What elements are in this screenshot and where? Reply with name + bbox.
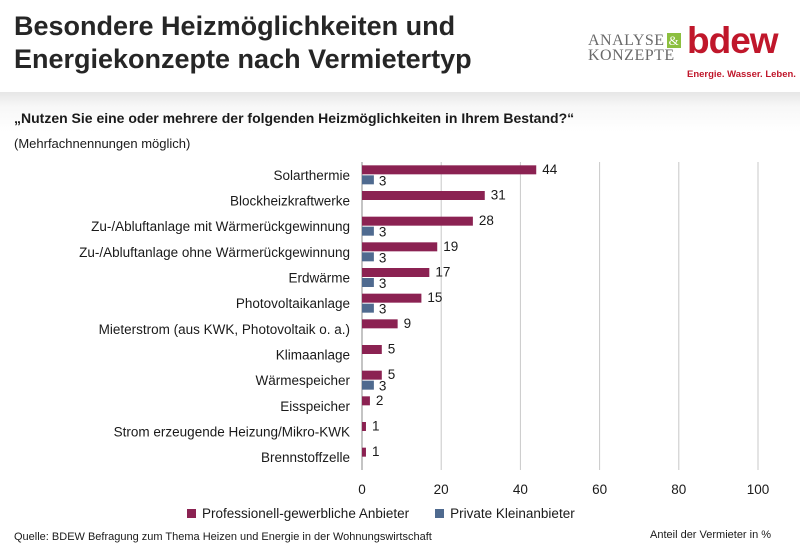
bar-professional [362,447,366,457]
logo-konzepte-text: KONZEPTE [588,47,675,64]
analyse-konzepte-logo: ANALYSE & KONZEPTE [588,32,682,64]
legend-label-private: Private Kleinanbieter [450,506,575,521]
category-label: Mieterstrom (aus KWK, Photovoltaik o. a.… [99,322,350,337]
chart-legend: Professionell-gewerbliche Anbieter Priva… [187,506,575,521]
legend-label-professional: Professionell-gewerbliche Anbieter [202,506,410,521]
unit-note: Anteil der Vermieter in % [650,529,772,541]
value-label-professional: 5 [388,342,396,357]
source-note: Quelle: BDEW Befragung zum Thema Heizen … [14,531,432,543]
value-label-professional: 2 [376,393,384,408]
category-label: Brennstoffzelle [261,450,350,465]
x-tick-label: 100 [747,482,770,497]
bar-private [362,380,374,390]
bar-professional [362,293,422,303]
category-label: Blockheizkraftwerke [230,194,350,209]
title-line-1: Besondere Heizmöglichkeiten und [14,11,456,41]
bar-professional [362,191,485,200]
category-label: Strom erzeugende Heizung/Mikro-KWK [114,425,350,440]
bar-professional [362,345,382,354]
survey-question: „Nutzen Sie eine oder mehrere der folgen… [14,110,575,126]
legend-swatch-professional [187,509,196,518]
value-label-private: 3 [379,173,387,188]
value-label-professional: 44 [542,162,558,177]
bar-professional [362,216,473,226]
category-label: Zu-/Abluftanlage ohne Wärmerückgewinnung [79,245,350,260]
bar-professional [362,422,366,431]
legend-item-private: Private Kleinanbieter [435,506,575,521]
bar-professional [362,396,370,406]
bar-private [362,175,374,185]
value-label-professional: 17 [435,265,450,280]
value-label-professional: 15 [427,290,442,305]
bdew-tagline: Energie. Wasser. Leben. [687,69,796,80]
x-tick-label: 80 [671,482,686,497]
title-line-2: Energiekonzepte nach Vermietertyp [14,44,472,74]
category-label: Erdwärme [288,271,350,286]
page-title: Besondere Heizmöglichkeiten und Energiek… [14,10,472,76]
bar-professional [362,242,438,252]
category-label: Wärmespeicher [255,373,350,388]
value-label-professional: 9 [404,316,412,331]
bdew-logo: bdew [687,20,779,61]
category-label: Solarthermie [273,168,350,183]
value-label-private: 3 [379,302,387,317]
bar-private [362,278,374,287]
bar-private [362,303,374,313]
value-label-professional: 1 [372,444,380,459]
category-label: Zu-/Abluftanlage mit Wärmerückgewinnung [91,219,350,234]
value-label-professional: 31 [491,188,506,203]
bar-professional [362,268,430,277]
x-tick-label: 20 [434,482,449,497]
logo-analyse-text: ANALYSE [588,32,665,49]
bar-private [362,252,374,262]
x-tick-label: 40 [513,482,528,497]
value-label-private: 3 [379,379,387,394]
category-label: Eisspeicher [280,399,350,414]
logo-ampersand: & [666,33,682,48]
value-label-private: 3 [379,250,387,265]
legend-swatch-private [435,509,445,518]
bar-professional [362,165,537,175]
bar-private [362,226,374,236]
x-tick-label: 60 [592,482,607,497]
value-label-professional: 5 [388,367,396,382]
value-label-private: 3 [379,225,387,240]
category-label: Klimaanlage [276,348,350,363]
value-label-professional: 19 [443,239,458,254]
header: Besondere Heizmöglichkeiten und Energiek… [0,0,800,92]
category-label: Photovoltaikanlage [236,296,350,311]
bar-professional [362,319,398,329]
value-label-professional: 1 [372,419,380,434]
legend-item-professional: Professionell-gewerbliche Anbieter [187,506,409,521]
value-label-private: 3 [379,276,387,291]
x-tick-label: 0 [358,482,366,497]
survey-subquestion: (Mehrfachnennungen möglich) [14,136,191,151]
bar-professional [362,370,382,380]
value-label-professional: 28 [479,213,494,228]
